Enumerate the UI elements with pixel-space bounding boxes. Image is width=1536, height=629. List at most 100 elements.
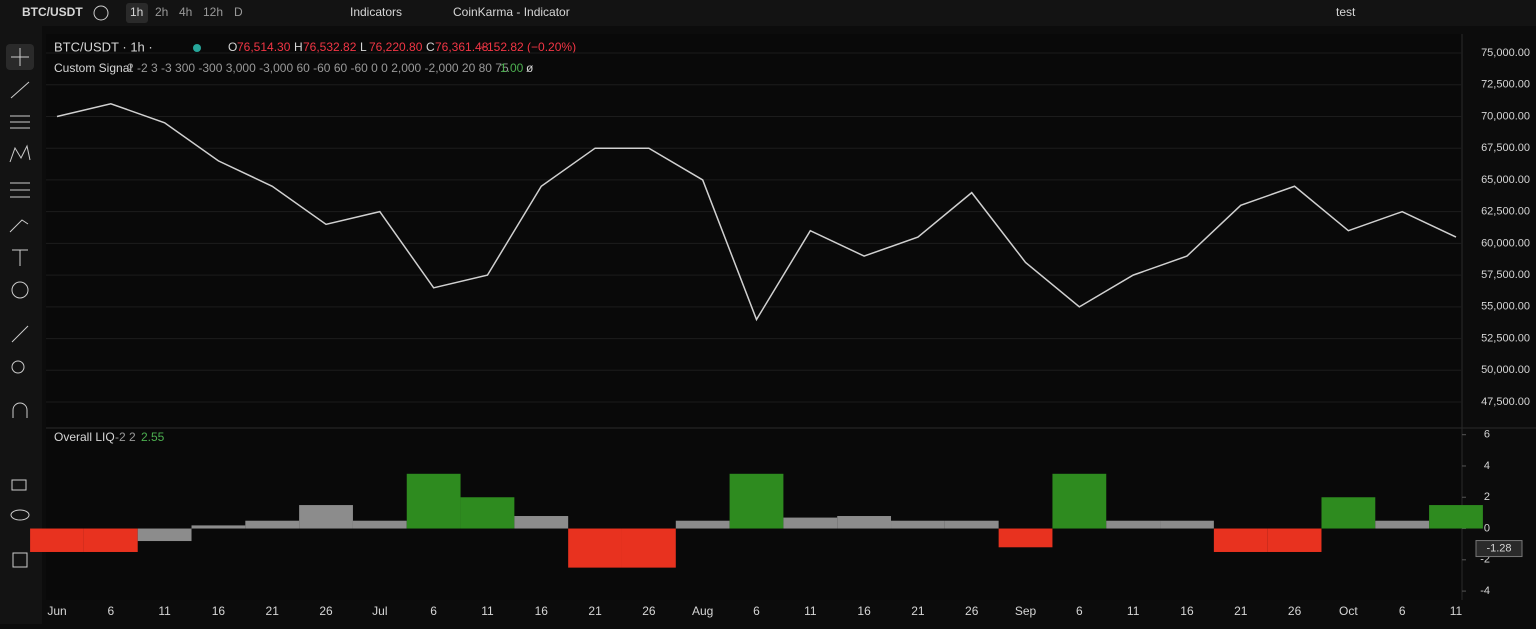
ruler-tool[interactable] bbox=[11, 325, 29, 343]
liq-bar bbox=[514, 516, 569, 529]
study-name: Custom Signal bbox=[54, 61, 132, 75]
study-extra: ø bbox=[526, 61, 534, 75]
liq-bar bbox=[891, 520, 945, 529]
y-tick-label: 57,500.00 bbox=[1481, 269, 1530, 281]
lock-tool[interactable] bbox=[11, 479, 27, 491]
liq-bar bbox=[299, 505, 353, 529]
fib-tool[interactable] bbox=[10, 115, 30, 129]
x-tick-label: 21 bbox=[1234, 604, 1248, 618]
y-tick-label: 75,000.00 bbox=[1481, 47, 1530, 59]
left-toolbar bbox=[0, 26, 42, 624]
price-change: −152.82 (−0.20%) bbox=[480, 40, 576, 54]
liq-bar bbox=[944, 520, 999, 529]
visibility-tool[interactable] bbox=[10, 509, 30, 521]
x-tick-label: 21 bbox=[588, 604, 602, 618]
forecast-tool[interactable] bbox=[10, 182, 30, 198]
liq-bar bbox=[245, 520, 300, 529]
liq-bar bbox=[1375, 520, 1430, 529]
interval[interactable]: 4h bbox=[179, 5, 192, 19]
interval-active bbox=[126, 3, 148, 23]
x-tick-label: 16 bbox=[857, 604, 871, 618]
text-tool[interactable] bbox=[12, 249, 28, 266]
y-tick-label: 72,500.00 bbox=[1481, 79, 1530, 91]
x-tick-label: 26 bbox=[642, 604, 656, 618]
liq-bar bbox=[783, 517, 838, 529]
x-tick-label: 11 bbox=[1450, 604, 1463, 618]
y-tick-label: 4 bbox=[1484, 460, 1490, 472]
trash-tool[interactable] bbox=[12, 552, 28, 568]
ohlc-key: H bbox=[294, 40, 303, 54]
ohlc-value: 76,514.30 bbox=[237, 40, 291, 54]
liq-bar bbox=[83, 528, 138, 552]
zoom-tool[interactable] bbox=[11, 360, 25, 374]
liq-bar bbox=[621, 528, 676, 568]
x-tick-label: 16 bbox=[212, 604, 226, 618]
add-symbol[interactable] bbox=[93, 5, 109, 21]
x-tick-label: Aug bbox=[692, 604, 713, 618]
x-tick-label: 6 bbox=[1399, 604, 1406, 618]
pattern-tool[interactable] bbox=[9, 144, 31, 163]
status-dot bbox=[193, 44, 201, 52]
liq-bar bbox=[460, 497, 515, 529]
legend-title: BTC/USDT · 1h · bbox=[54, 39, 153, 54]
y-tick-label: -2 bbox=[1480, 554, 1490, 566]
brush-tool[interactable] bbox=[9, 219, 29, 233]
x-tick-label: 11 bbox=[481, 604, 494, 618]
study-value: 2.55 bbox=[141, 430, 165, 444]
liq-bar bbox=[998, 528, 1053, 548]
study-name: Overall LIQ bbox=[54, 430, 115, 444]
y-tick-label: 47,500.00 bbox=[1481, 396, 1530, 408]
symbol[interactable]: BTC/USDT bbox=[22, 5, 83, 19]
y-tick-label: 65,000.00 bbox=[1481, 174, 1530, 186]
interval[interactable]: 1h bbox=[130, 5, 143, 19]
x-tick-label: 16 bbox=[535, 604, 549, 618]
interval[interactable]: 12h bbox=[203, 5, 223, 19]
y-tick-label: 70,000.00 bbox=[1481, 110, 1530, 122]
interval[interactable]: 2h bbox=[155, 5, 168, 19]
x-tick-label: 26 bbox=[1288, 604, 1302, 618]
ohlc-value: 76,361.48 bbox=[435, 40, 489, 54]
toolbar bbox=[0, 0, 1536, 26]
price-line bbox=[56, 102, 1457, 322]
ohlc-key: O bbox=[228, 40, 237, 54]
ohlc-value: 76,220.80 bbox=[369, 40, 423, 54]
trend-tool[interactable] bbox=[10, 81, 30, 99]
x-tick-label: 26 bbox=[965, 604, 979, 618]
x-tick-label: Jul bbox=[372, 604, 387, 618]
layout-name[interactable]: test bbox=[1336, 5, 1356, 19]
liq-bar bbox=[30, 528, 84, 552]
liq-bar bbox=[352, 520, 407, 529]
ohlc-key: C bbox=[426, 40, 435, 54]
liq-bar bbox=[568, 528, 622, 568]
liq-bar bbox=[1160, 520, 1214, 529]
study-params: 2 -2 3 -3 300 -300 3,000 -3,000 60 -60 6… bbox=[127, 61, 509, 75]
emoji-tool[interactable] bbox=[11, 281, 29, 299]
x-tick-label: Oct bbox=[1339, 604, 1358, 618]
y-tick-label: 67,500.00 bbox=[1481, 142, 1530, 154]
interval[interactable]: D bbox=[234, 5, 243, 19]
magnet-tool[interactable] bbox=[12, 402, 28, 418]
ohlc-value: 76,532.82 bbox=[303, 40, 357, 54]
study-value: 1.00 bbox=[500, 61, 524, 75]
script-button[interactable]: CoinKarma - Indicator bbox=[453, 5, 570, 19]
x-tick-label: 11 bbox=[804, 604, 817, 618]
liq-bar bbox=[137, 528, 192, 542]
crosshair[interactable] bbox=[11, 48, 29, 66]
y-tick-label: 55,000.00 bbox=[1481, 301, 1530, 313]
x-tick-label: 6 bbox=[107, 604, 114, 618]
last-value-box bbox=[1475, 540, 1523, 558]
study-params: -2 2 bbox=[115, 430, 136, 444]
x-tick-label: 26 bbox=[319, 604, 333, 618]
liq-bar bbox=[1106, 520, 1161, 529]
x-tick-label: 21 bbox=[266, 604, 280, 618]
x-tick-label: Sep bbox=[1015, 604, 1037, 618]
liq-bar bbox=[1267, 528, 1322, 552]
x-tick-label: 6 bbox=[430, 604, 437, 618]
x-tick-label: 6 bbox=[1076, 604, 1083, 618]
liq-bar bbox=[729, 473, 784, 529]
y-tick-label: 52,500.00 bbox=[1481, 332, 1530, 344]
indicators-button[interactable]: Indicators bbox=[350, 5, 402, 19]
y-tick-label: 6 bbox=[1484, 429, 1490, 441]
